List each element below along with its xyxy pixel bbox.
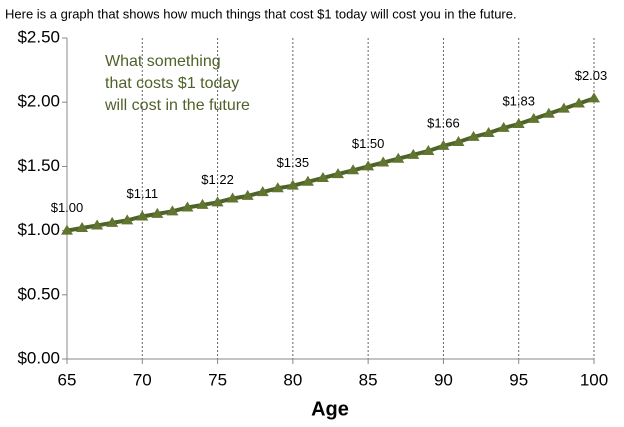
data-point (271, 182, 284, 193)
data-point (557, 102, 570, 113)
data-point (61, 224, 73, 235)
data-point (588, 92, 600, 103)
y-tick-label: $2.00 (17, 92, 60, 111)
annotation: that costs $1 today (105, 75, 239, 92)
x-tick-label: 65 (58, 370, 77, 389)
data-point (542, 107, 555, 118)
data-point (362, 160, 375, 171)
y-tick-label: $0.50 (17, 284, 60, 303)
x-tick-label: 80 (283, 370, 302, 389)
x-tick-label: 100 (580, 370, 608, 389)
y-tick-label: $1.50 (17, 156, 60, 175)
data-point (286, 179, 299, 190)
data-point (211, 196, 224, 207)
data-point (482, 127, 495, 138)
data-point (196, 198, 209, 209)
data-label: $1.35 (277, 155, 310, 170)
x-tick-label: 85 (359, 370, 378, 389)
data-point (497, 121, 510, 132)
data-point (301, 175, 314, 186)
data-point (166, 205, 179, 216)
data-point (392, 152, 405, 163)
data-label: $2.03 (575, 68, 608, 83)
data-point (572, 97, 585, 108)
data-point (226, 192, 239, 203)
data-point (407, 148, 420, 159)
data-point (106, 216, 119, 227)
x-tick-label: 75 (208, 370, 227, 389)
annotation: What something (105, 53, 221, 70)
data-point (527, 112, 540, 123)
y-tick-label: $1.00 (17, 220, 60, 239)
x-tick-label: 90 (434, 370, 453, 389)
data-line (66, 96, 595, 233)
x-tick-label: 70 (133, 370, 152, 389)
data-point (151, 207, 164, 218)
data-point (256, 186, 269, 197)
data-point (422, 144, 435, 155)
data-label: $1.00 (51, 200, 84, 215)
data-point (181, 201, 194, 212)
x-tick-label: 95 (509, 370, 528, 389)
data-point (437, 139, 450, 150)
data-point (316, 171, 329, 182)
data-point (467, 130, 480, 141)
data-point (452, 136, 465, 147)
data-point (76, 222, 89, 233)
y-tick-label: $2.50 (17, 27, 60, 46)
data-point (332, 168, 345, 179)
data-label: $1.11 (126, 186, 158, 201)
data-point (241, 189, 254, 200)
data-point (121, 214, 134, 225)
data-label: $1.83 (502, 93, 535, 108)
data-point (377, 156, 390, 167)
annotation: will cost in the future (104, 97, 250, 114)
y-tick-label: $0.00 (17, 348, 60, 367)
data-point (347, 164, 360, 175)
x-axis-label: Age (311, 398, 349, 420)
data-point (512, 118, 525, 129)
data-label: $1.22 (201, 172, 234, 187)
data-label: $1.50 (352, 136, 385, 151)
data-point (136, 210, 149, 221)
data-label: $1.66 (427, 115, 460, 130)
chart-title: Here is a graph that shows how much thin… (5, 6, 517, 21)
data-point (91, 219, 104, 230)
